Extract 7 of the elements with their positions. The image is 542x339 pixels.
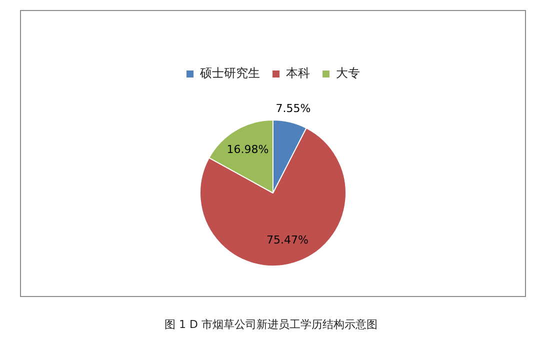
- caption: 图 1 D 市烟草公司新进员工学历结构示意图: [164, 317, 378, 332]
- data-label: 16.98%: [226, 143, 269, 156]
- legend-label: 大专: [336, 66, 360, 80]
- legend-label: 本科: [286, 66, 310, 80]
- legend-label: 硕士研究生: [199, 66, 260, 80]
- data-label: 7.55%: [276, 102, 311, 116]
- data-label: 75.47%: [266, 233, 308, 246]
